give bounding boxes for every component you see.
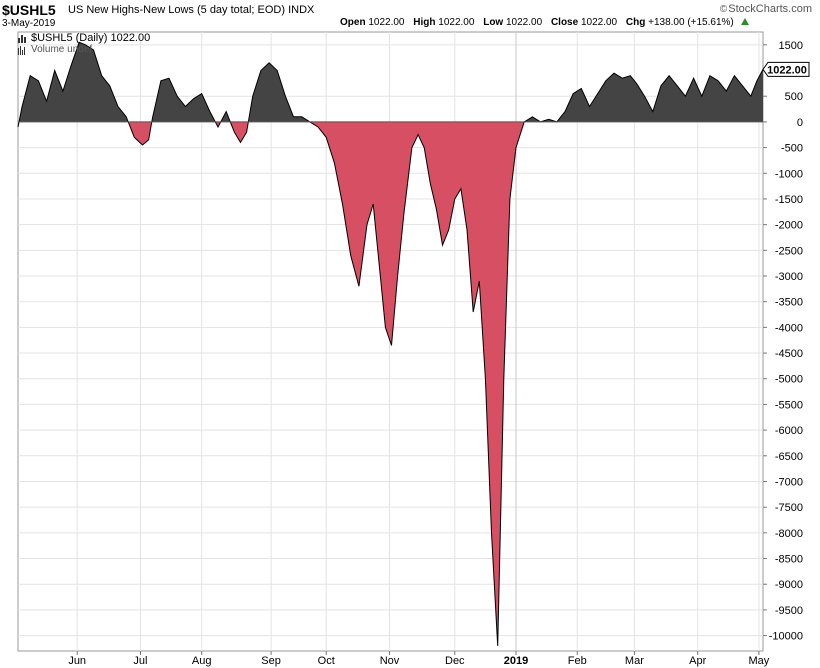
chart-header: $USHL5 US New Highs-New Lows (5 day tota… <box>0 0 820 32</box>
y-tick-label: -3500 <box>775 297 803 309</box>
chg-label: Chg <box>625 17 646 28</box>
positive-area <box>18 42 763 122</box>
y-tick-label: -4500 <box>775 348 803 360</box>
description-label: US New Highs-New Lows (5 day total; EOD)… <box>68 4 314 16</box>
plot-frame <box>17 31 764 652</box>
x-tick-label: Aug <box>192 655 212 667</box>
y-tick-label: -6000 <box>775 425 803 437</box>
up-arrow-icon <box>740 18 749 25</box>
ohlc-readout: Open 1022.00 High 1022.00 Low 1022.00 Cl… <box>340 17 749 28</box>
date-label: 3-May-2019 <box>2 18 56 29</box>
copyright-icon: © <box>719 4 728 15</box>
x-tick-label: Mar <box>625 655 644 667</box>
x-tick-label: Oct <box>318 655 335 667</box>
close-label: Close <box>550 17 579 28</box>
x-axis: Jun Jul Aug Sep Oct Nov Dec 2019 Feb Mar Apr May <box>68 651 770 667</box>
y-tick-label: -9000 <box>775 579 803 591</box>
y-axis: 1500 500 0 -500 -1000 -1500 -2000 -2500 -3000 -35… <box>763 40 803 643</box>
close-value: 1022.00 <box>580 17 618 28</box>
last-value-label: 1022.00 <box>767 64 807 76</box>
area-series-icon <box>18 34 28 43</box>
low-value: 1022.00 <box>506 17 543 28</box>
y-tick-label: -1500 <box>775 194 803 206</box>
y-tick-label: -1000 <box>775 168 803 180</box>
y-tick-label: 0 <box>797 117 803 129</box>
y-tick-label: 1500 <box>779 40 803 52</box>
y-tick-label: 500 <box>785 91 803 103</box>
series-area <box>17 41 764 646</box>
symbol-label: $USHL5 <box>2 2 56 18</box>
x-tick-label: May <box>749 655 770 667</box>
high-label: High <box>413 17 436 28</box>
chg-value: +138.00 (+15.61%) <box>648 17 734 28</box>
y-tick-label: -2000 <box>775 220 803 232</box>
legend-series-label: $USHL5 (Daily) 1022.00 <box>31 32 151 44</box>
y-tick-label: -4000 <box>775 322 803 334</box>
y-tick-label: -6500 <box>775 451 803 463</box>
x-tick-label: Sep <box>261 655 281 667</box>
exchange-label: INDX <box>288 4 315 16</box>
y-tick-label: -8000 <box>775 528 803 540</box>
y-tick-label: -8500 <box>775 554 803 566</box>
y-tick-label: -5500 <box>775 399 803 411</box>
x-tick-label: Apr <box>689 655 706 667</box>
x-tick-label: Feb <box>568 655 587 667</box>
x-tick-label: Dec <box>445 655 465 667</box>
y-tick-label: -3000 <box>775 271 803 283</box>
volume-bars-icon <box>18 45 28 55</box>
series-description: US New Highs-New Lows (5 day total; EOD) <box>68 4 286 16</box>
y-tick-label: -7000 <box>775 476 803 488</box>
x-tick-label: Jul <box>133 655 147 667</box>
y-tick-label: -2500 <box>775 245 803 257</box>
low-label: Low <box>483 17 504 28</box>
brand-label: StockCharts.com <box>728 3 812 15</box>
x-tick-label: Jun <box>68 655 86 667</box>
open-label: Open <box>340 17 366 28</box>
y-tick-label: -500 <box>781 143 803 155</box>
y-tick-label: -9500 <box>775 605 803 617</box>
legend-volume-label: Volume undef <box>31 44 93 55</box>
last-value-box <box>762 61 810 77</box>
x-tick-label: 2019 <box>504 655 528 667</box>
negative-area <box>18 121 557 646</box>
high-value: 1022.00 <box>438 17 475 28</box>
last-value-tag: 1022.00 <box>762 61 810 77</box>
brand-watermark[interactable]: ©StockCharts.com <box>720 3 812 15</box>
x-tick-label: Nov <box>380 655 400 667</box>
series-line <box>17 41 764 646</box>
y-tick-label: -5000 <box>775 374 803 386</box>
y-tick-label: -10000 <box>769 631 803 643</box>
open-value: 1022.00 <box>368 17 405 28</box>
y-tick-label: -7500 <box>775 502 803 514</box>
chart-legend: $USHL5 (Daily) 1022.00 Volume undef <box>18 32 150 56</box>
